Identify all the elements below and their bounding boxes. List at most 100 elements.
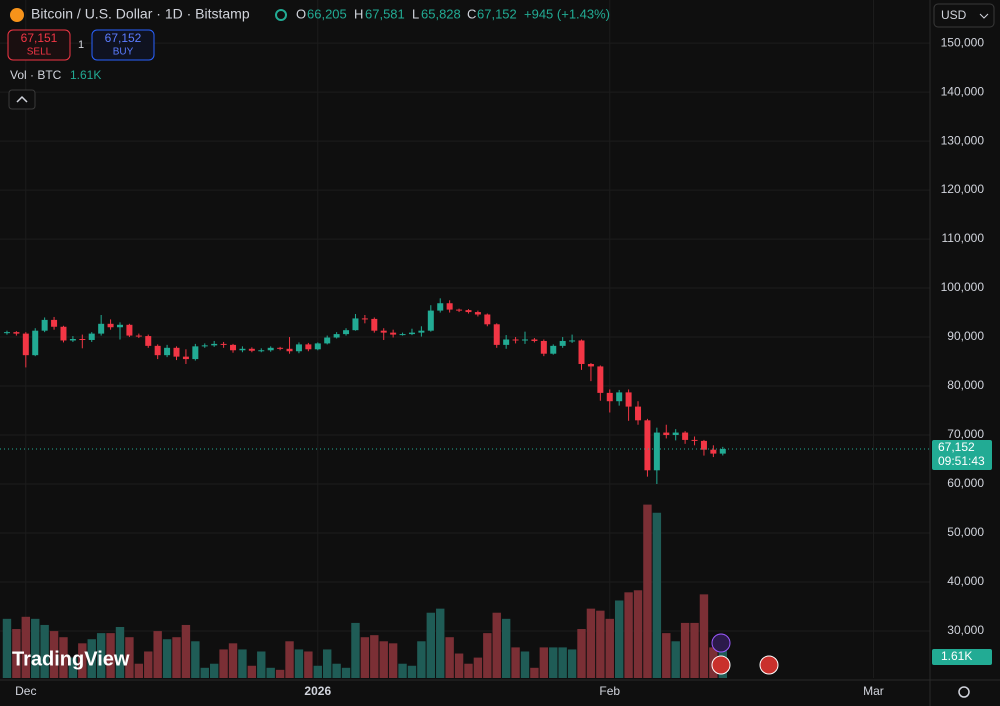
event-icon[interactable]	[759, 655, 779, 675]
y-tick-label: 120,000	[941, 182, 985, 196]
volume-bar	[558, 647, 567, 678]
candle-body	[446, 303, 453, 310]
candle-body	[399, 334, 406, 336]
buy-price: 67,152	[105, 31, 142, 45]
volume-bar	[106, 633, 115, 678]
volume-bar	[40, 624, 49, 678]
candle-body	[41, 319, 48, 331]
last-volume-box	[932, 649, 992, 665]
volume-bar	[445, 637, 454, 678]
x-tick-label: 2026	[304, 684, 331, 698]
volume-bar	[134, 663, 144, 678]
volume-bar	[266, 667, 275, 678]
candle-body	[635, 406, 642, 421]
volume-bar	[181, 624, 191, 678]
volume-bar	[49, 631, 59, 678]
sell-button[interactable]	[7, 29, 71, 61]
candle-body	[248, 348, 255, 351]
settings-icon[interactable]	[958, 686, 970, 698]
volume-bar	[614, 600, 624, 678]
candle-body	[13, 332, 20, 334]
y-tick-label: 90,000	[947, 329, 984, 343]
volume-bar	[473, 657, 483, 678]
event-icon[interactable]	[711, 655, 731, 675]
y-tick-label: 50,000	[947, 525, 984, 539]
candle-body	[277, 347, 284, 349]
volume-bar	[501, 618, 511, 678]
volume-bar	[209, 663, 219, 678]
candle-body	[145, 336, 152, 346]
volume-bar	[172, 637, 181, 678]
volume-bar	[341, 667, 351, 678]
x-tick-label: Mar	[863, 684, 884, 698]
volume-bar	[671, 641, 680, 678]
volume-bar	[652, 512, 662, 678]
y-tick-label: 70,000	[947, 427, 984, 441]
candle-body	[295, 344, 302, 352]
volume-bar	[78, 643, 87, 678]
candle-body	[135, 335, 142, 337]
ohlc-change: +945 (+1.43%)	[524, 6, 610, 21]
volume-bar	[426, 612, 436, 678]
candle-body	[474, 312, 481, 315]
y-tick-label: 80,000	[947, 378, 984, 392]
last-volume-label: 1.61K	[941, 649, 972, 663]
ohlc-h-label: H	[354, 6, 363, 21]
buy-button[interactable]	[91, 29, 155, 61]
volume-bar	[492, 612, 501, 678]
volume-bar	[520, 651, 530, 678]
candle-body	[333, 334, 340, 338]
candle-body	[616, 392, 623, 402]
volume-bar	[238, 649, 247, 678]
y-tick-label: 100,000	[941, 280, 985, 294]
collapse-button[interactable]	[8, 89, 36, 110]
ohlc-l: 65,828	[421, 6, 461, 21]
volume-bar	[643, 504, 652, 678]
candle-body	[258, 350, 265, 352]
status-dot	[275, 9, 287, 21]
volume-bar	[407, 665, 417, 678]
x-tick-label: Feb	[599, 684, 620, 698]
candle-body	[569, 340, 576, 342]
volume-bar	[417, 641, 426, 678]
y-tick-label: 60,000	[947, 476, 984, 490]
axes: 30,000 40,000 50,000 60,000 70,000 80,000 90,0…	[0, 35, 992, 698]
candle-body	[51, 319, 58, 327]
candle-body	[361, 318, 368, 320]
candle-body	[408, 332, 415, 335]
volume-bar	[31, 618, 40, 678]
volume-bar	[680, 622, 690, 678]
volume-bar	[247, 665, 257, 678]
volume-bar	[464, 663, 473, 678]
candle-body	[79, 339, 86, 340]
candle-body	[512, 339, 519, 341]
volume-bar	[539, 647, 549, 678]
candle-body	[314, 343, 321, 350]
volume-bar	[294, 649, 304, 678]
btc-icon	[10, 8, 24, 22]
volume-bar	[596, 610, 605, 678]
candles	[3, 298, 726, 485]
candle-body	[503, 339, 510, 345]
volume-bar	[59, 637, 68, 678]
candle-body	[305, 344, 312, 350]
candle-body	[352, 318, 359, 331]
volume-value: 1.61K	[70, 68, 101, 82]
candle-body	[69, 339, 76, 341]
volume-bar	[567, 649, 577, 678]
candle-body	[418, 330, 425, 333]
candle-body	[587, 363, 594, 367]
ohlc-o-label: O	[296, 6, 306, 21]
volume-bar	[530, 667, 539, 678]
ohlc-h: 67,581	[365, 6, 405, 21]
event-icon[interactable]	[711, 633, 731, 653]
candle-body	[719, 448, 726, 454]
volume-bar	[454, 653, 464, 678]
y-tick-label: 140,000	[941, 84, 985, 98]
volume-bar	[153, 631, 162, 678]
ohlc-c-label: C	[467, 6, 476, 21]
currency-select[interactable]	[933, 3, 995, 28]
candle-body	[324, 337, 331, 344]
candle-body	[380, 330, 387, 333]
spread: 1	[78, 39, 84, 51]
